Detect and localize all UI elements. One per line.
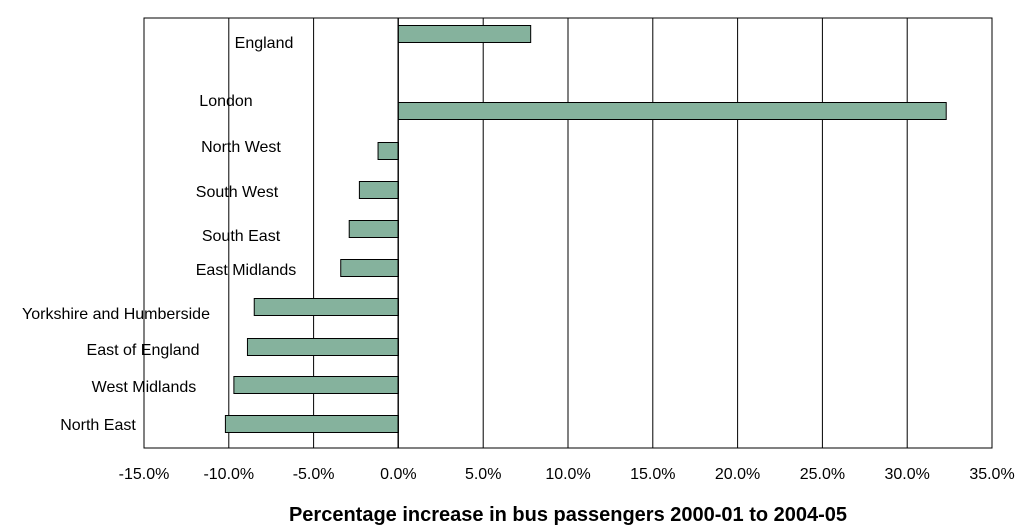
category-label: East Midlands (196, 262, 297, 279)
x-tick-label: 30.0% (885, 466, 930, 483)
category-labels: England London North West South West South E… (22, 35, 296, 434)
category-label: North West (201, 139, 281, 156)
x-tick-labels: -15.0% -10.0% -5.0% 0.0% 5.0% 10.0% 15.0% 20.0%… (119, 466, 1015, 483)
bar-south-west (358, 181, 399, 199)
x-tick-label: -10.0% (203, 466, 254, 483)
bars (224, 25, 947, 433)
bar-yorkshire-and-humberside (253, 298, 399, 316)
plot-area-border (143, 17, 993, 449)
bar-england (397, 25, 532, 43)
x-tick-label: -5.0% (293, 466, 335, 483)
category-label: North East (60, 417, 136, 434)
x-tick-label: 20.0% (715, 466, 760, 483)
category-label: London (199, 93, 252, 110)
category-label: East of England (87, 342, 200, 359)
bar-south-east (348, 220, 399, 238)
category-label: Yorkshire and Humberside (22, 306, 210, 323)
x-tick-label: -15.0% (119, 466, 170, 483)
x-tick-label: 15.0% (630, 466, 675, 483)
bar-north-east (224, 415, 399, 433)
bar-east-of-england (246, 338, 399, 356)
x-axis-label: Percentage increase in bus passengers 20… (289, 504, 847, 526)
x-tick-label: 10.0% (545, 466, 590, 483)
bar-west-midlands (233, 376, 399, 394)
category-label: South West (196, 184, 279, 201)
bar-east-midlands (340, 259, 399, 277)
bar-london (397, 102, 947, 120)
x-tick-label: 35.0% (969, 466, 1014, 483)
category-label: South East (202, 228, 281, 245)
x-tick-label: 0.0% (380, 466, 416, 483)
category-label: England (235, 35, 294, 52)
x-tick-label: 25.0% (800, 466, 845, 483)
bar-north-west (377, 142, 399, 160)
x-tick-label: 5.0% (465, 466, 501, 483)
